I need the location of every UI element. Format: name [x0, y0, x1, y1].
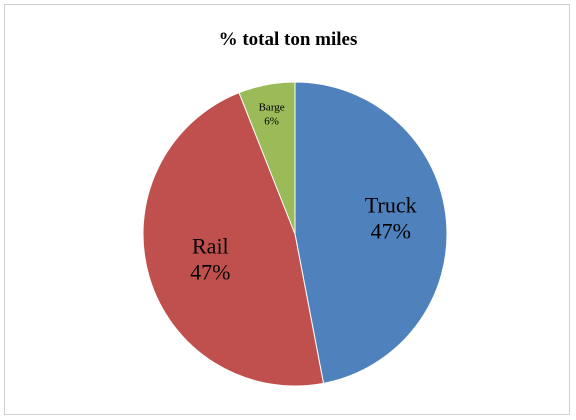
- pie-slice-truck: [294, 81, 448, 384]
- slice-label-barge: Barge: [259, 101, 285, 113]
- slice-value-rail: 47%: [190, 259, 230, 284]
- slice-value-barge: 6%: [264, 115, 279, 127]
- slice-value-truck: 47%: [371, 218, 411, 243]
- pie-slice-barge: [238, 81, 296, 235]
- slice-label-rail: Rail: [192, 233, 229, 258]
- pie-slice-rail: [142, 92, 325, 387]
- chart-title: % total ton miles: [218, 29, 358, 50]
- slice-label-truck: Truck: [365, 192, 417, 217]
